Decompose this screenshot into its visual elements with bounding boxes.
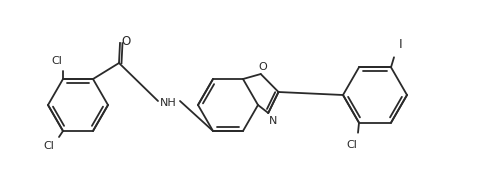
- Text: O: O: [259, 62, 267, 72]
- Text: O: O: [121, 35, 130, 48]
- Text: NH: NH: [160, 98, 176, 108]
- Text: I: I: [399, 38, 403, 51]
- Text: Cl: Cl: [43, 141, 54, 151]
- Text: Cl: Cl: [347, 140, 358, 150]
- Text: N: N: [269, 116, 277, 126]
- Text: Cl: Cl: [52, 56, 63, 66]
